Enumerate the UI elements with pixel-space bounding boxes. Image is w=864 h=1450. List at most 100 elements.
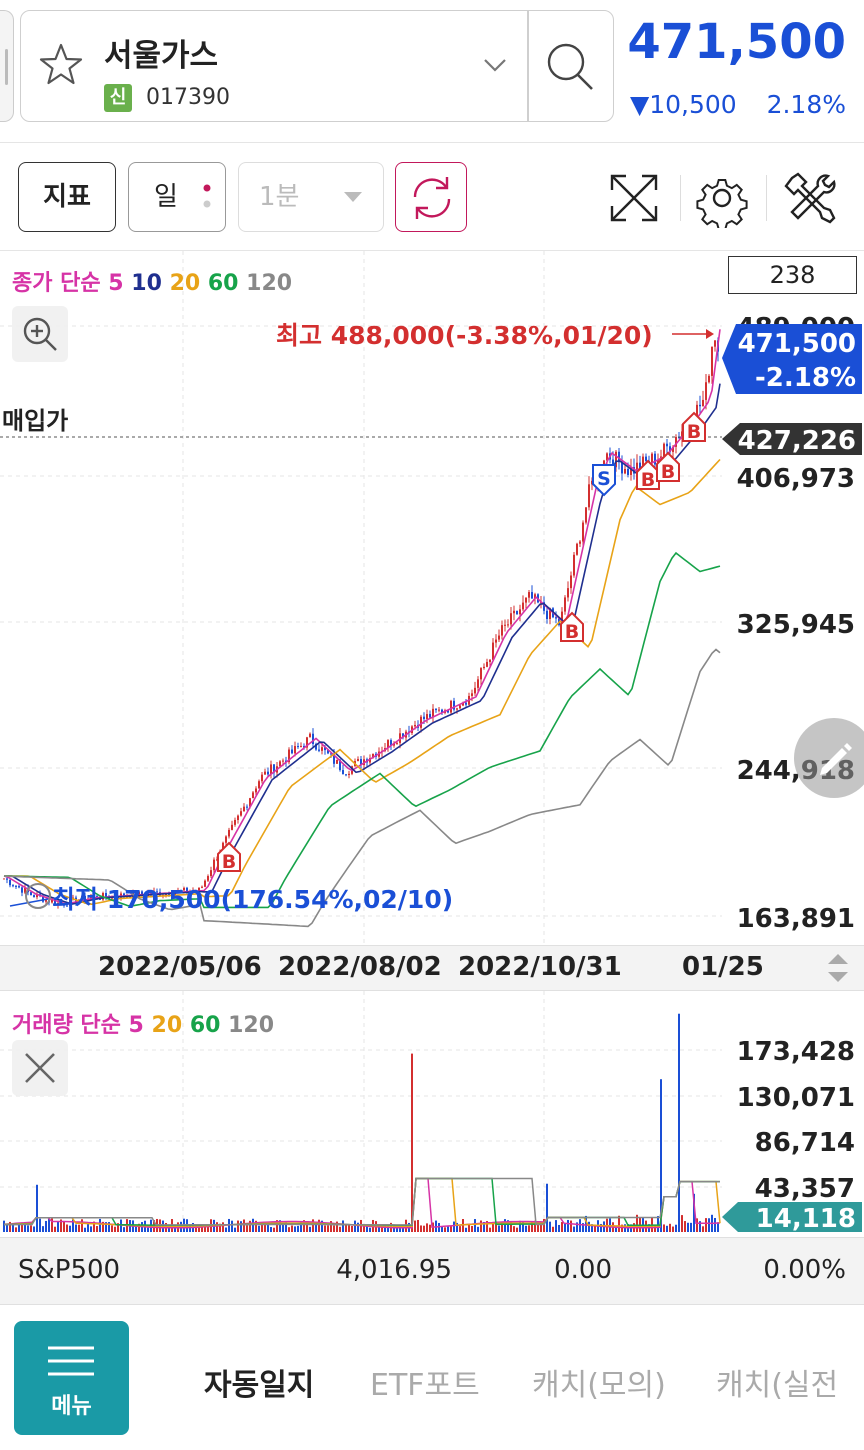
- candle-body: [555, 617, 557, 619]
- volume-bar: [300, 1221, 302, 1232]
- gear-icon[interactable]: [692, 168, 752, 231]
- volume-bar: [696, 1218, 698, 1232]
- volume-bar: [465, 1227, 467, 1232]
- buy-signal: B: [682, 411, 706, 443]
- candle-body: [699, 404, 701, 407]
- candle-body: [270, 764, 272, 775]
- signal-label: S: [597, 468, 611, 490]
- candle-body: [495, 639, 497, 643]
- candle-body: [324, 747, 326, 751]
- expand-icon[interactable]: [604, 168, 664, 228]
- y-tick-label: 130,071: [737, 1083, 855, 1113]
- signal-label: B: [222, 851, 236, 873]
- search-icon: [547, 43, 593, 90]
- close-icon[interactable]: [12, 1040, 68, 1096]
- volume-bar: [216, 1222, 218, 1232]
- candle-body: [432, 708, 434, 718]
- candle-body: [198, 887, 200, 892]
- volume-bar: [579, 1219, 581, 1232]
- volume-bar: [321, 1220, 323, 1232]
- candle-body: [339, 759, 341, 771]
- candle-body: [423, 716, 425, 720]
- current-price: 471,500: [627, 14, 846, 70]
- nav-catch-simulation[interactable]: 캐치(모의): [532, 1368, 666, 1403]
- index-change: 0.00: [554, 1255, 612, 1285]
- volume-bar: [108, 1222, 110, 1232]
- star-icon[interactable]: [38, 42, 84, 88]
- volume-bar: [195, 1224, 197, 1232]
- volume-bar: [402, 1227, 404, 1232]
- side-drawer-handle[interactable]: [0, 10, 14, 122]
- caret-down-icon: [344, 192, 362, 202]
- volume-bar: [87, 1222, 89, 1232]
- candle-body: [672, 446, 674, 452]
- menu-button[interactable]: [14, 1321, 129, 1435]
- zoom-in-icon[interactable]: [12, 306, 68, 362]
- candle-body: [630, 467, 632, 475]
- candle-body: [621, 462, 623, 474]
- y-tick-label: 163,891: [737, 904, 855, 934]
- refresh-button[interactable]: [395, 162, 467, 232]
- candle-body: [402, 733, 404, 738]
- candle-body: [438, 709, 440, 711]
- candle-body: [627, 468, 629, 475]
- price-chart[interactable]: 163,891244,918325,945406,973489,000매입가42…: [0, 251, 864, 945]
- candle-body: [81, 895, 83, 901]
- volume-bar: [327, 1225, 329, 1232]
- candle-body: [480, 668, 482, 680]
- volume-bar: [261, 1222, 263, 1232]
- candle-body: [33, 895, 35, 898]
- signal-label: B: [661, 461, 675, 483]
- candle-body: [489, 659, 491, 662]
- volume-bar: [567, 1219, 569, 1232]
- candle-body: [243, 806, 245, 812]
- candle-body: [435, 708, 437, 711]
- up-down-icon[interactable]: [822, 948, 854, 988]
- bottom-nav: [0, 1305, 864, 1450]
- legend-ma20: 20: [169, 271, 201, 296]
- candle-body: [531, 592, 533, 599]
- volume-bar: [315, 1223, 317, 1232]
- volume-bar: [384, 1225, 386, 1232]
- index-ticker-bar[interactable]: [0, 1237, 864, 1305]
- volume-bar: [615, 1225, 617, 1232]
- date-label: 2022/10/31: [458, 952, 622, 982]
- candle-body: [69, 898, 71, 907]
- volume-bar: [507, 1220, 509, 1232]
- volume-bar: [111, 1225, 113, 1232]
- candle-body: [492, 642, 494, 660]
- indicator-button[interactable]: 지표: [18, 162, 116, 232]
- volume-bar: [663, 1224, 665, 1232]
- candle-body: [486, 661, 488, 667]
- candle-body: [168, 893, 170, 896]
- volume-bar: [576, 1222, 578, 1232]
- period-button[interactable]: 일: [128, 162, 226, 232]
- chevron-down-icon[interactable]: [480, 50, 510, 80]
- search-button[interactable]: [528, 10, 614, 122]
- volume-bar: [267, 1223, 269, 1232]
- nav-etf-port[interactable]: ETF포트: [370, 1368, 480, 1403]
- candle-body: [567, 588, 569, 598]
- volume-bar: [477, 1226, 479, 1232]
- date-label: 01/25: [682, 952, 764, 982]
- nav-catch-real[interactable]: 캐치(실전: [716, 1368, 839, 1403]
- candle-body: [477, 679, 479, 688]
- volume-bar: [654, 1225, 656, 1232]
- volume-bar: [504, 1219, 506, 1232]
- pencil-icon[interactable]: [794, 718, 864, 798]
- candle-body: [636, 462, 638, 474]
- candle-body: [678, 437, 680, 439]
- candle-body: [483, 666, 485, 669]
- volume-bar: [123, 1227, 125, 1232]
- candle-count-box[interactable]: 238: [728, 256, 857, 294]
- tools-icon[interactable]: [780, 168, 840, 228]
- volume-bar: [591, 1224, 593, 1232]
- high-price-label: 최고 488,000(-3.38%,01/20): [276, 321, 653, 350]
- minute-select[interactable]: 1분: [238, 162, 384, 232]
- candle-body: [282, 760, 284, 762]
- candle-body: [582, 522, 584, 542]
- nav-auto-log[interactable]: 자동일지: [204, 1368, 315, 1403]
- volume-bar: [357, 1222, 359, 1232]
- y-tick-label: 173,428: [737, 1037, 855, 1067]
